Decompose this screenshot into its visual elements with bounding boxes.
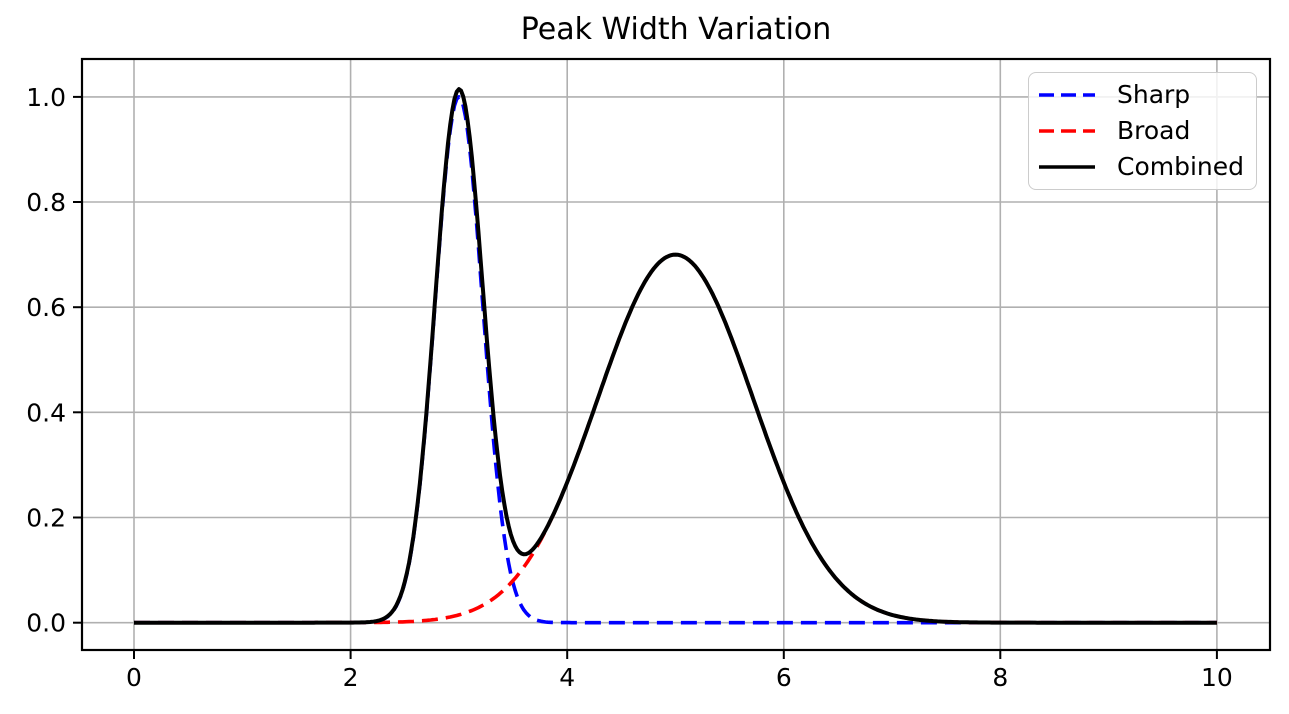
legend-line-sample-broad xyxy=(1039,129,1095,133)
legend-line-sample-sharp xyxy=(1039,93,1095,97)
x-tick-label: 10 xyxy=(1201,663,1233,692)
axes-frame xyxy=(80,57,1272,652)
y-tick-label: 0.6 xyxy=(26,293,66,322)
y-tick-label: 0.2 xyxy=(26,504,66,533)
x-tick-label: 0 xyxy=(126,663,142,692)
legend-label-sharp: Sharp xyxy=(1117,80,1191,109)
x-tick-label: 6 xyxy=(776,663,792,692)
x-tick-label: 8 xyxy=(992,663,1008,692)
series-line-combined xyxy=(134,87,1217,625)
legend: Sharp Broad Combined xyxy=(1028,72,1257,190)
legend-item-sharp: Sharp xyxy=(1039,81,1246,109)
x-tick-label: 2 xyxy=(343,663,359,692)
series-line-broad xyxy=(134,252,1217,625)
y-tick-label: 0.8 xyxy=(26,188,66,217)
y-tick-label: 1.0 xyxy=(26,83,66,112)
legend-label-broad: Broad xyxy=(1117,116,1191,145)
y-tick-label: 0.4 xyxy=(26,398,66,427)
chart-title: Peak Width Variation xyxy=(520,12,832,47)
legend-item-broad: Broad xyxy=(1039,117,1246,145)
legend-item-combined: Combined xyxy=(1039,153,1246,181)
legend-line-sample-combined xyxy=(1039,165,1095,169)
x-tick-label: 4 xyxy=(559,663,575,692)
legend-label-combined: Combined xyxy=(1117,152,1245,181)
y-tick-label: 0.0 xyxy=(26,609,66,638)
